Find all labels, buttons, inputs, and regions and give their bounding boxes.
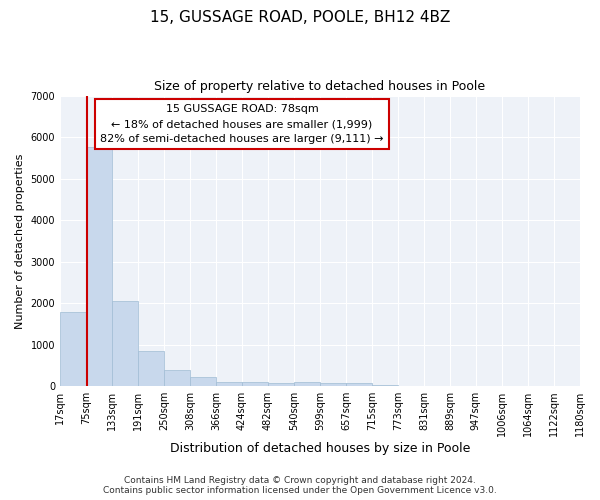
- Text: Contains HM Land Registry data © Crown copyright and database right 2024.
Contai: Contains HM Land Registry data © Crown c…: [103, 476, 497, 495]
- Bar: [138, 351, 164, 386]
- Bar: [320, 383, 346, 386]
- Bar: [60, 312, 86, 386]
- Bar: [112, 300, 138, 386]
- Bar: [268, 383, 294, 386]
- Text: 15 GUSSAGE ROAD: 78sqm
← 18% of detached houses are smaller (1,999)
82% of semi-: 15 GUSSAGE ROAD: 78sqm ← 18% of detached…: [100, 104, 384, 144]
- Bar: [190, 377, 216, 386]
- Bar: [294, 382, 320, 386]
- Bar: [216, 382, 242, 386]
- Text: 15, GUSSAGE ROAD, POOLE, BH12 4BZ: 15, GUSSAGE ROAD, POOLE, BH12 4BZ: [150, 10, 450, 25]
- Bar: [346, 383, 372, 386]
- Y-axis label: Number of detached properties: Number of detached properties: [15, 153, 25, 328]
- Bar: [164, 370, 190, 386]
- Title: Size of property relative to detached houses in Poole: Size of property relative to detached ho…: [154, 80, 485, 93]
- Bar: [242, 382, 268, 386]
- Bar: [86, 147, 112, 386]
- X-axis label: Distribution of detached houses by size in Poole: Distribution of detached houses by size …: [170, 442, 470, 455]
